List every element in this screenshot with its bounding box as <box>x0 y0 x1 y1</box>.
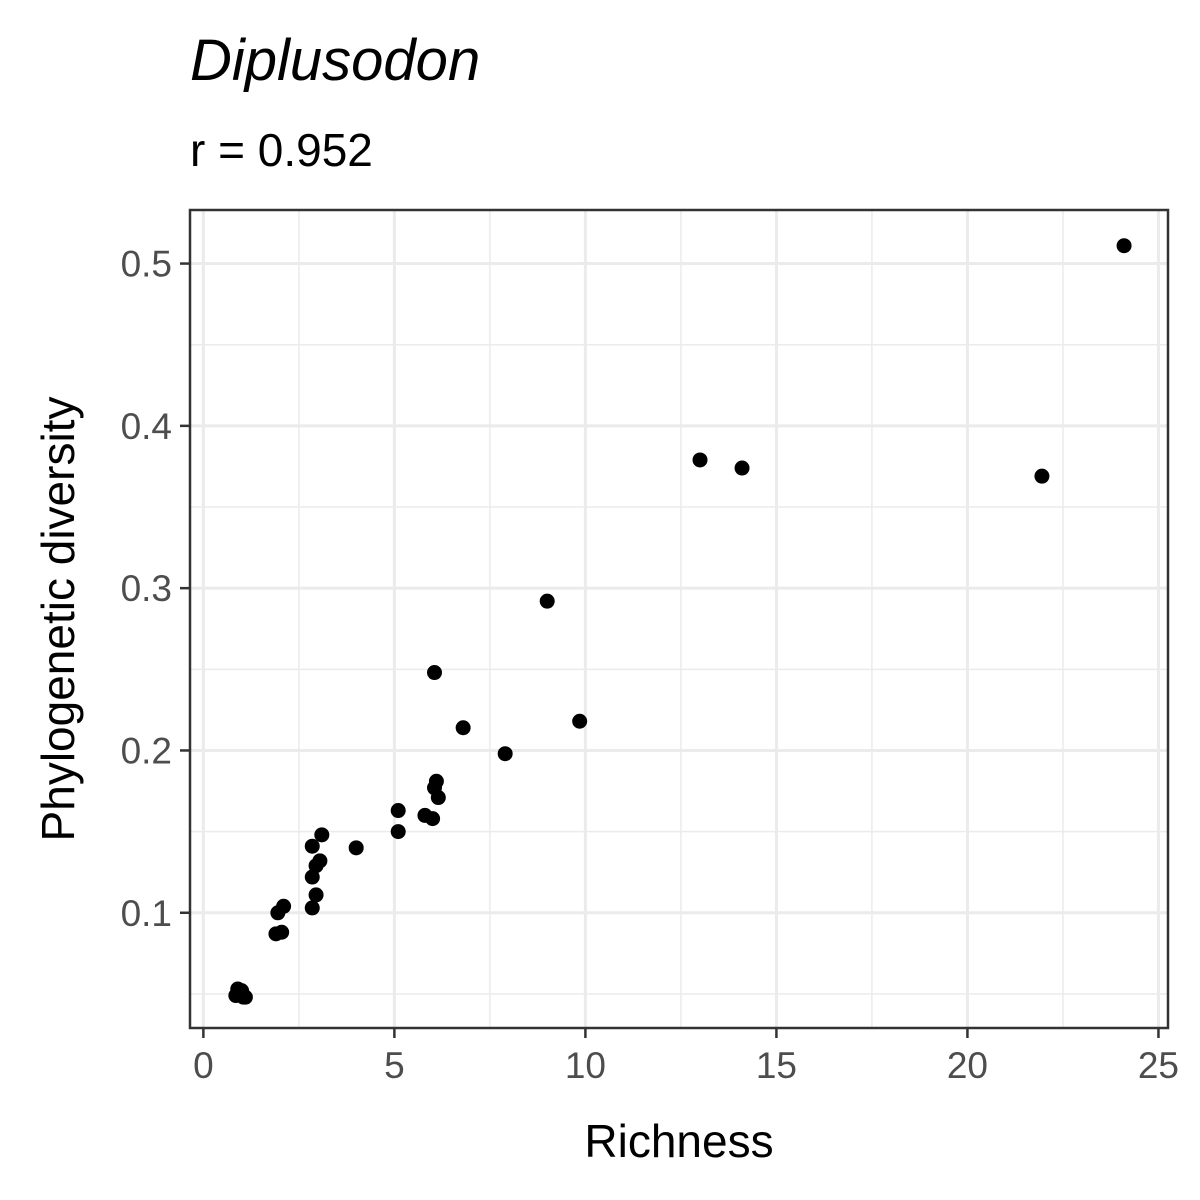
data-point <box>268 926 284 942</box>
data-point <box>1034 468 1050 484</box>
y-axis-label: Phylogenetic diversity <box>32 397 84 842</box>
data-point <box>425 811 441 827</box>
x-tick-label: 20 <box>947 1045 988 1086</box>
data-point <box>427 665 442 681</box>
data-point <box>734 460 750 476</box>
y-tick-label: 0.4 <box>121 406 172 447</box>
chart-title: Diplusodon <box>190 28 480 93</box>
data-point <box>390 824 406 840</box>
data-point <box>270 905 286 921</box>
chart-subtitle: r = 0.952 <box>190 124 373 176</box>
grid <box>190 210 1168 1028</box>
data-point <box>237 989 253 1005</box>
axis-ticks <box>180 262 1160 1038</box>
y-tick-label: 0.5 <box>121 244 172 285</box>
x-tick-label: 15 <box>756 1045 797 1086</box>
data-point <box>572 713 588 729</box>
x-tick-label: 25 <box>1138 1045 1179 1086</box>
x-tick-label: 10 <box>565 1045 606 1086</box>
data-point <box>308 887 324 903</box>
data-point <box>430 790 446 806</box>
data-point <box>348 840 364 856</box>
plot-panel-border <box>188 208 1170 1030</box>
data-point <box>692 452 708 468</box>
y-tick-label: 0.2 <box>121 730 172 771</box>
axis-tick-labels: 0 5 10 15 20 25 0.1 0.2 0.3 0.4 0.5 <box>121 244 1179 1086</box>
data-point <box>455 720 471 736</box>
data-point <box>314 827 330 843</box>
data-point <box>304 869 320 885</box>
x-tick-label: 0 <box>193 1045 214 1086</box>
data-point <box>308 858 324 874</box>
data-points <box>228 238 1132 1005</box>
data-point <box>304 838 320 854</box>
y-tick-label: 0.1 <box>121 893 172 934</box>
y-tick-label: 0.3 <box>121 568 172 609</box>
data-point <box>304 900 320 916</box>
x-axis-label: Richness <box>584 1115 773 1167</box>
data-point <box>390 803 406 819</box>
data-point <box>497 746 513 762</box>
data-point <box>1116 238 1132 254</box>
data-point <box>539 593 555 609</box>
x-tick-label: 5 <box>384 1045 405 1086</box>
